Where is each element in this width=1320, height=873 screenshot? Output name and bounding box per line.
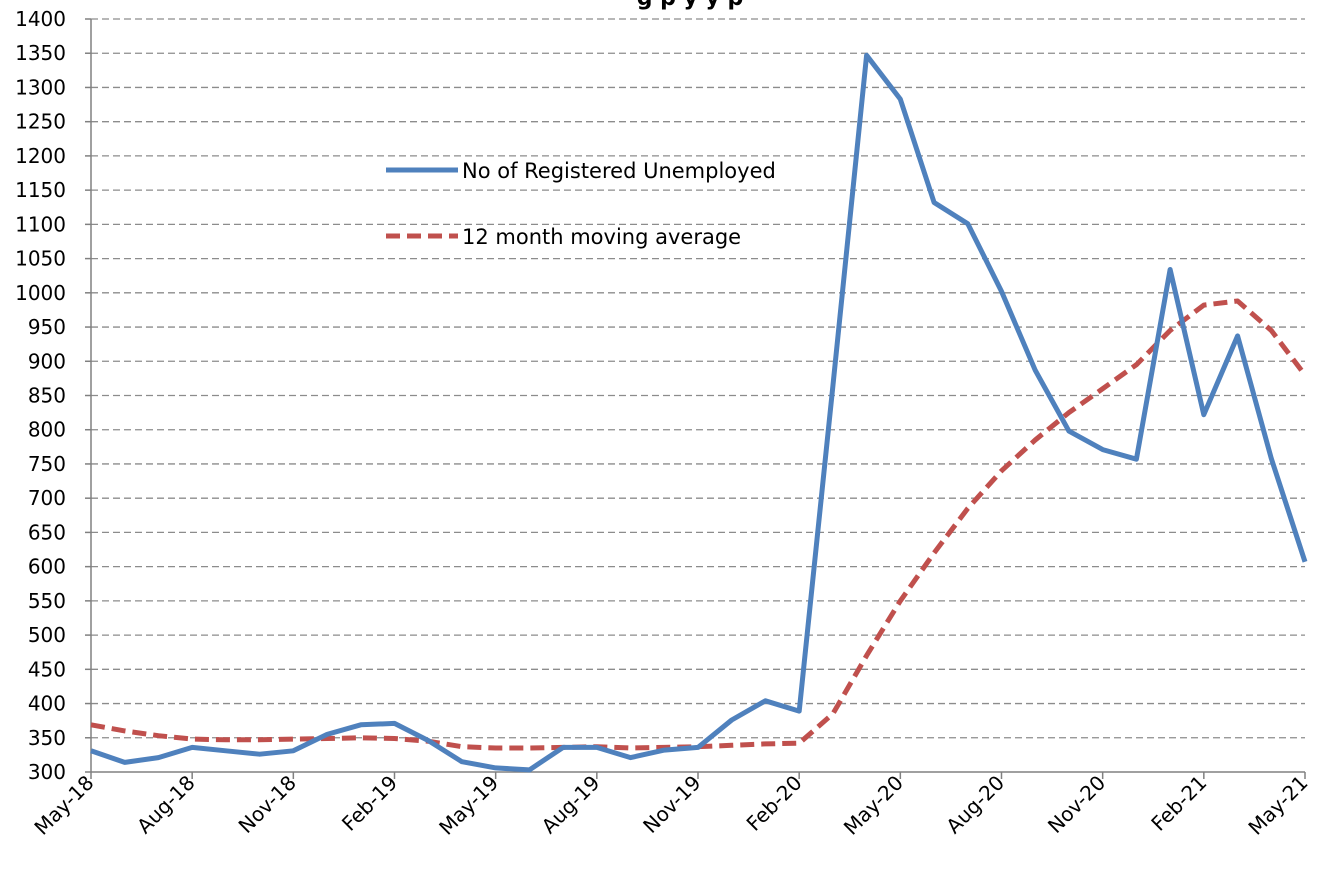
gridlines xyxy=(91,18,1305,739)
chart-title-fragment: g p y y p xyxy=(637,0,744,11)
x-tick-label-May-20: May-20 xyxy=(839,771,908,840)
x-tick-label-May-19: May-19 xyxy=(434,771,503,840)
y-tick-label-550: 550 xyxy=(28,589,66,613)
chart-title-layer: g p y y p xyxy=(637,0,744,11)
series-line-registered-unemployed xyxy=(90,52,1308,773)
y-tick-label-1000: 1000 xyxy=(15,281,66,305)
axes: 300 350 400 450 500 550 600 650 700 750 800 850 900 9… xyxy=(15,7,1312,840)
x-tick-label-Feb-19: Feb-19 xyxy=(337,771,402,836)
y-tick-label-450: 450 xyxy=(28,657,66,681)
y-tick-label-950: 950 xyxy=(28,315,66,339)
x-tick-label-Nov-18: Nov-18 xyxy=(234,771,301,838)
y-tick-label-300: 300 xyxy=(28,760,66,784)
x-tick-label-Aug-20: Aug-20 xyxy=(941,771,1009,839)
y-tick-label-1100: 1100 xyxy=(15,212,66,236)
y-tick-label-500: 500 xyxy=(28,623,66,647)
x-tick-label-May-21: May-21 xyxy=(1243,771,1312,840)
y-tick-label-650: 650 xyxy=(28,520,66,544)
x-tick-label-Aug-18: Aug-18 xyxy=(132,771,200,839)
y-tick-label-850: 850 xyxy=(28,384,66,408)
legend-label-moving-average: 12 month moving average xyxy=(462,225,741,249)
y-tick-label-350: 350 xyxy=(28,726,66,750)
series-line-moving-average xyxy=(90,298,1307,751)
y-tick-label-1400: 1400 xyxy=(15,7,66,31)
y-tick-label-1200: 1200 xyxy=(15,144,66,168)
y-tick-label-750: 750 xyxy=(28,452,66,476)
x-tick-label-Nov-19: Nov-19 xyxy=(638,771,705,838)
x-tick-label-Nov-20: Nov-20 xyxy=(1043,771,1110,838)
x-tick-label-Feb-20: Feb-20 xyxy=(742,771,807,836)
legend-label-registered-unemployed: No of Registered Unemployed xyxy=(462,159,776,183)
y-tick-label-700: 700 xyxy=(28,486,66,510)
legend: No of Registered Unemployed 12 month mov… xyxy=(386,159,776,249)
series-layer xyxy=(90,52,1308,773)
y-tick-label-1250: 1250 xyxy=(15,110,66,134)
x-tick-label-Aug-19: Aug-19 xyxy=(537,771,605,839)
y-tick-label-900: 900 xyxy=(28,349,66,373)
y-tick-label-800: 800 xyxy=(28,418,66,442)
y-tick-label-1050: 1050 xyxy=(15,247,66,271)
y-tick-label-1350: 1350 xyxy=(15,41,66,65)
y-tick-label-1300: 1300 xyxy=(15,75,66,99)
y-tick-label-1150: 1150 xyxy=(15,178,66,202)
y-tick-label-400: 400 xyxy=(28,692,66,716)
x-tick-label-Feb-21: Feb-21 xyxy=(1146,771,1211,836)
y-tick-label-600: 600 xyxy=(28,555,66,579)
